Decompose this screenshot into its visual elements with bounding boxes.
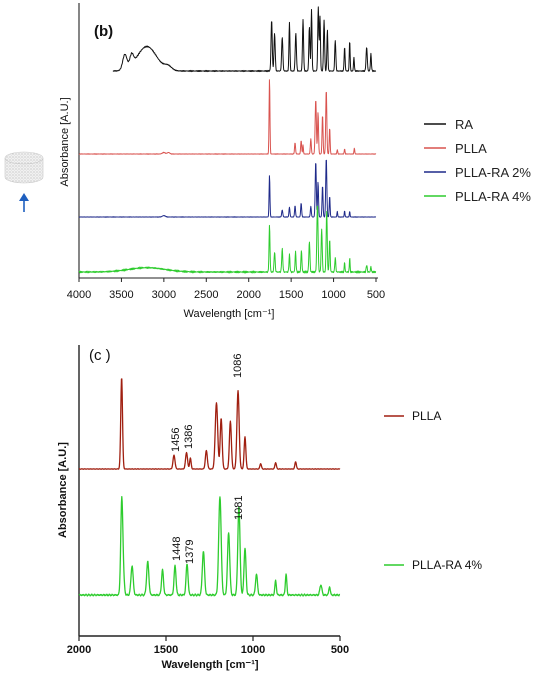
panel-b-x-tick-label: 1500	[279, 289, 303, 301]
panel-b-x-tick-label: 500	[367, 289, 385, 301]
legend-label-plla: PLLA	[455, 141, 487, 156]
panel-b-x-tick-label: 2000	[236, 289, 260, 301]
peak-label-plla-1386: 1386	[183, 425, 195, 449]
porous-disc-icon	[4, 151, 44, 184]
legend-label-plla-ra-4: PLLA-RA 4%	[455, 189, 531, 204]
legend-item-plla: PLLA	[424, 141, 487, 156]
legend-item-ra: RA	[424, 117, 473, 132]
panel-c-x-tick-label: 1500	[154, 644, 178, 656]
panel-b-x-tick-label: 1000	[321, 289, 345, 301]
legend-item-c-plla-ra-4: PLLA-RA 4%	[384, 558, 482, 572]
peak-label-ra4-1379: 1379	[184, 540, 196, 564]
curve-c-plla	[78, 378, 341, 470]
peak-label-plla-1456: 1456	[170, 428, 182, 452]
curve-ra	[112, 6, 377, 73]
panel-c-label: (c )	[89, 347, 111, 364]
legend-item-plla-ra-4: PLLA-RA 4%	[424, 189, 531, 204]
peak-label-ra4-1081: 1081	[233, 496, 245, 520]
panel-b-x-ticks: 4000 3500 3000 2500 2000 1500 1000 500	[67, 278, 385, 301]
panel-c-x-tick-label: 1000	[241, 644, 265, 656]
panel-b-y-axis-title: Absorbance [A.U.]	[59, 97, 71, 186]
panel-c-legend: PLLA PLLA-RA 4%	[384, 409, 482, 572]
panel-b-x-axis-title: Wavelength [cm⁻¹]	[184, 308, 275, 320]
curve-plla-ra-4	[78, 205, 377, 274]
legend-label-plla-ra-2: PLLA-RA 2%	[455, 165, 531, 180]
peak-label-ra4-1448: 1448	[171, 537, 183, 561]
curve-plla-ra-2	[78, 159, 377, 218]
legend-label-c-plla-ra-4: PLLA-RA 4%	[412, 558, 482, 572]
legend-label-ra: RA	[455, 117, 473, 132]
panel-c-curves	[78, 378, 341, 597]
panel-b-x-tick-label: 3500	[109, 289, 133, 301]
panel-b-x-tick-label: 4000	[67, 289, 91, 301]
up-arrow-icon	[19, 193, 29, 212]
panel-b-curves	[78, 6, 377, 274]
curve-c-plla-ra-4	[78, 496, 341, 597]
legend-item-plla-ra-2: PLLA-RA 2%	[424, 165, 531, 180]
panel-b-x-tick-label: 2500	[194, 289, 218, 301]
panel-c-x-tick-label: 2000	[67, 644, 91, 656]
panel-c-x-tick-label: 500	[331, 644, 349, 656]
panel-c-x-ticks: 2000 1500 1000 500	[67, 636, 349, 656]
panel-c: 2000 1500 1000 500 (c ) Wavelength [cm⁻¹] A…	[57, 345, 349, 671]
panel-b-x-tick-label: 3000	[152, 289, 176, 301]
legend-item-c-plla: PLLA	[384, 409, 441, 423]
peak-label-plla-1086: 1086	[232, 354, 244, 378]
panel-b: 4000 3500 3000 2500 2000 1500 1000 500 (b) Wave…	[59, 3, 385, 320]
panel-c-y-axis-title: Absorbance [A.U.]	[57, 442, 69, 538]
panel-c-x-axis-title: Wavelength [cm⁻¹]	[161, 659, 258, 671]
curve-plla	[78, 79, 377, 155]
panel-b-label: (b)	[94, 23, 113, 40]
panel-b-legend: RA PLLA PLLA-RA 2% PLLA-RA 4%	[424, 117, 531, 204]
legend-label-c-plla: PLLA	[412, 409, 441, 423]
